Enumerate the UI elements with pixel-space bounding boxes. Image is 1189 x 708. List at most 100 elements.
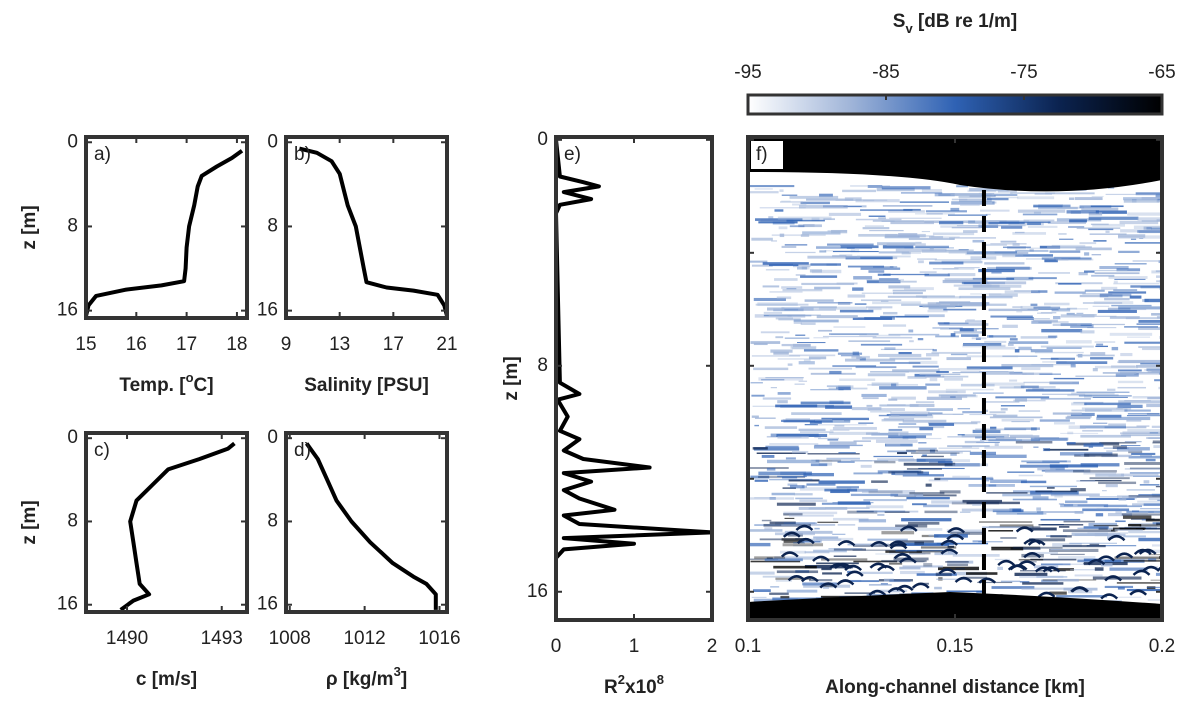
- echo-texture: [966, 355, 1019, 358]
- echo-texture: [1136, 364, 1162, 368]
- echo-texture: [929, 247, 934, 251]
- echo-texture: [1036, 308, 1089, 310]
- echo-texture: [1068, 590, 1093, 594]
- echo-texture: [813, 536, 839, 539]
- echo-texture: [1118, 359, 1162, 364]
- echo-texture: [1094, 365, 1138, 369]
- echo-texture: [1144, 298, 1162, 303]
- echo-texture: [952, 463, 989, 467]
- x-axis-label-part: c [m/s]: [136, 669, 197, 690]
- echo-arc: [1023, 538, 1042, 545]
- echo-arc: [997, 559, 1016, 567]
- echo-texture: [988, 335, 1017, 338]
- echo-texture: [1050, 535, 1072, 538]
- x-axis-label-part: C]: [194, 375, 214, 396]
- echo-texture: [1124, 468, 1162, 470]
- echo-texture: [963, 576, 988, 579]
- echo-surface: [748, 137, 1162, 192]
- echo-texture: [794, 383, 805, 385]
- echo-texture: [963, 342, 1002, 347]
- echo-texture: [813, 445, 850, 449]
- echo-texture: [926, 408, 953, 411]
- echo-texture: [867, 538, 908, 541]
- echo-texture: [1036, 576, 1068, 578]
- echo-texture: [925, 210, 967, 213]
- echo-texture: [770, 349, 793, 353]
- label-bg: [751, 141, 783, 169]
- echo-texture: [879, 386, 927, 390]
- echo-texture: [761, 454, 775, 458]
- echo-texture: [1067, 393, 1119, 397]
- echo-texture: [1115, 373, 1139, 377]
- echo-texture: [1114, 278, 1146, 280]
- echo-texture: [818, 437, 840, 440]
- echo-texture: [1156, 522, 1162, 526]
- echo-texture: [926, 396, 962, 400]
- echo-arc: [1027, 539, 1046, 546]
- echo-texture: [793, 322, 802, 324]
- y-tick-label: 8: [267, 510, 278, 531]
- echo-texture: [774, 278, 798, 281]
- echo-texture: [966, 222, 986, 224]
- echo-texture: [1120, 352, 1133, 357]
- echo-texture: [1117, 596, 1142, 598]
- echo-texture: [783, 420, 833, 423]
- echo-texture: [970, 420, 981, 424]
- echo-texture: [811, 217, 820, 222]
- echo-texture: [908, 237, 955, 240]
- echo-texture: [852, 549, 906, 551]
- panel-label: d): [294, 440, 311, 461]
- echo-texture: [852, 317, 893, 320]
- y-tick-label: 16: [57, 300, 78, 321]
- echo-texture: [1033, 204, 1071, 208]
- echo-texture: [938, 301, 971, 303]
- echo-texture: [920, 546, 957, 549]
- echo-arc: [819, 582, 838, 589]
- echo-texture: [1020, 336, 1056, 339]
- echo-texture: [963, 230, 978, 233]
- echo-texture: [840, 245, 879, 249]
- echo-texture: [800, 401, 851, 405]
- echo-texture: [1121, 473, 1159, 476]
- echo-texture: [973, 284, 1022, 288]
- y-tick-label: 0: [67, 427, 78, 448]
- echo-texture: [837, 301, 851, 305]
- echo-texture: [1037, 312, 1053, 314]
- echo-texture: [1035, 490, 1078, 493]
- echo-texture: [1131, 525, 1162, 529]
- echo-texture: [755, 303, 809, 306]
- echo-texture: [1062, 544, 1106, 548]
- x-tick-label: 13: [329, 334, 350, 355]
- echo-texture: [1095, 210, 1127, 214]
- echo-texture: [1060, 432, 1099, 434]
- echo-texture: [912, 365, 939, 368]
- echo-texture: [944, 377, 964, 381]
- echo-texture: [877, 458, 915, 461]
- echo-texture: [878, 414, 928, 417]
- echo-texture: [1138, 319, 1162, 323]
- echo-texture: [1090, 205, 1124, 208]
- echo-texture: [822, 205, 867, 208]
- echo-texture: [852, 351, 860, 356]
- echo-texture: [1093, 240, 1107, 242]
- echo-texture: [895, 524, 918, 527]
- x-tick-label: 21: [436, 334, 457, 355]
- echo-texture: [939, 490, 961, 494]
- echo-texture: [1151, 313, 1162, 316]
- echo-texture: [756, 452, 806, 454]
- echo-texture: [1129, 512, 1148, 514]
- echo-texture: [792, 263, 811, 268]
- echo-texture: [1041, 328, 1083, 333]
- echo-texture: [1088, 228, 1114, 231]
- y-tick-label: 0: [267, 131, 278, 152]
- echo-texture: [1122, 431, 1161, 435]
- echo-texture: [1127, 429, 1162, 432]
- echo-texture: [919, 271, 937, 274]
- echo-texture: [899, 201, 949, 203]
- echo-texture: [840, 580, 879, 583]
- echo-texture: [994, 558, 1010, 561]
- echo-texture: [950, 333, 956, 337]
- echo-texture: [937, 450, 971, 452]
- echo-texture: [888, 428, 903, 431]
- echo-texture: [754, 424, 759, 427]
